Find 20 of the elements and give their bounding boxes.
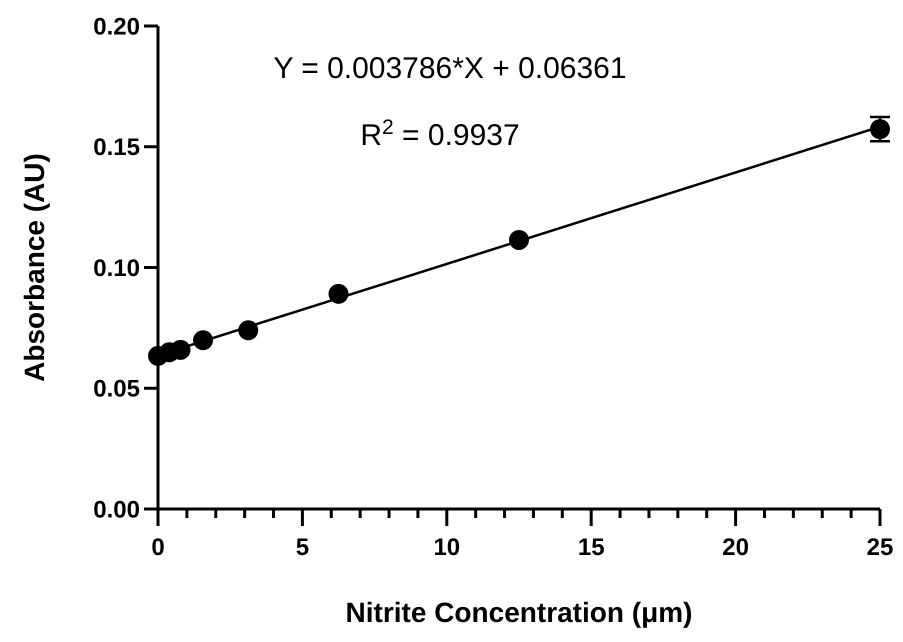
point (238, 320, 258, 340)
x-tick-label: 15 (578, 534, 605, 561)
x-tick-label: 5 (296, 534, 310, 561)
point (870, 119, 890, 140)
x-axis-title: Nitrite Concentration (μm) (346, 597, 692, 628)
point (509, 230, 529, 250)
x-tick-label: 10 (433, 534, 460, 561)
annotation: R$^{2}$ = 0.9937 (360, 116, 520, 152)
x-tick-label: 25 (866, 534, 894, 561)
x-tick-label: 0 (151, 534, 165, 561)
y-tick-label: 0.10 (93, 254, 140, 282)
point (193, 330, 214, 350)
y-tick-label: 0.00 (93, 496, 140, 524)
y-tick-label: 0.15 (93, 134, 140, 162)
y-tick-label: 0.20 (93, 13, 140, 40)
point (328, 284, 348, 304)
y-tick-label: 0.05 (93, 376, 140, 403)
annotation: Y = 0.003786*X + 0.06361 (273, 52, 627, 85)
y-axis-title: Absorbance (AU) (19, 153, 50, 382)
x-tick-label: 20 (722, 534, 749, 561)
